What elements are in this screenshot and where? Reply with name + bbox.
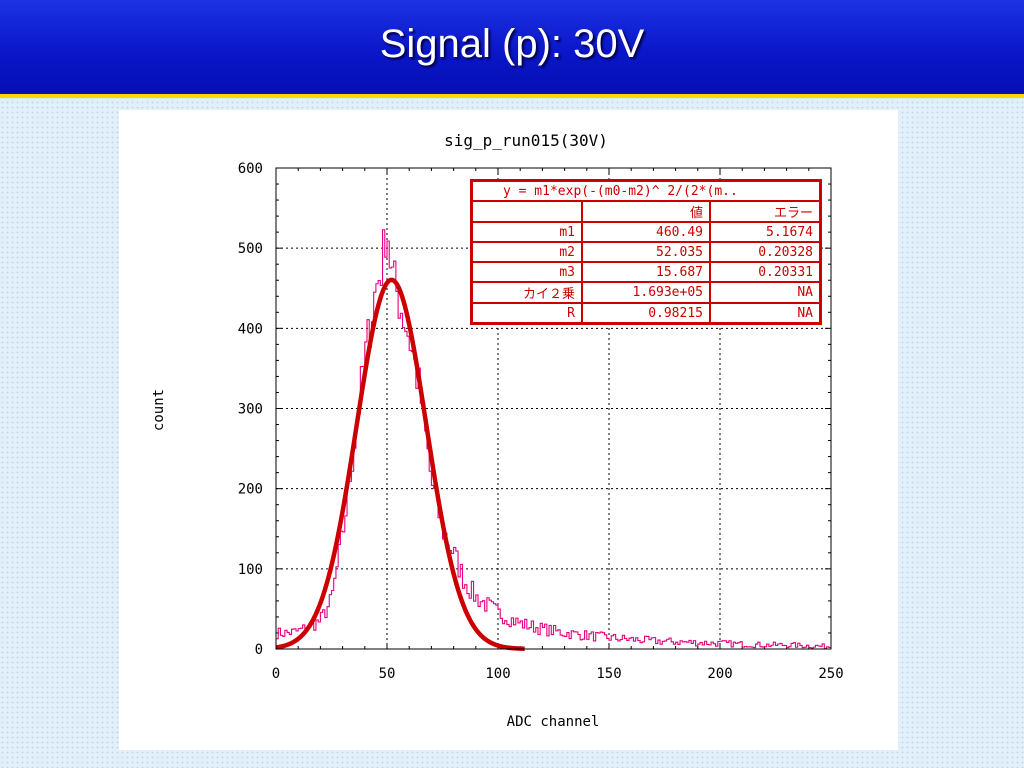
y-tick-label: 400 xyxy=(238,321,263,337)
chart-title: sig_p_run015(30V) xyxy=(444,131,608,150)
x-tick-label: 200 xyxy=(707,666,732,682)
header-blank xyxy=(470,200,583,223)
histogram-chart: sig_p_run015(30V) 0 50 100 150 200 250 0 100 200… xyxy=(151,131,844,730)
header-error: エラー xyxy=(709,200,822,223)
param-error: 0.20328 xyxy=(709,241,822,263)
fit-row-m1: m1 460.49 5.1674 xyxy=(470,221,822,243)
param-value: 460.49 xyxy=(581,221,711,243)
x-tick-label: 0 xyxy=(272,666,280,682)
param-error: NA xyxy=(709,281,822,304)
y-tick-label: 600 xyxy=(238,161,263,177)
gaussian-fit-curve xyxy=(274,277,526,651)
histogram-series xyxy=(276,229,831,649)
y-axis-label: count xyxy=(151,389,167,431)
x-tick-label: 150 xyxy=(596,666,621,682)
plot-frame xyxy=(275,167,832,650)
param-name: m3 xyxy=(470,261,583,283)
title-bar: Signal (p): 30V xyxy=(0,0,1024,94)
x-tick-label: 100 xyxy=(485,666,510,682)
param-name: m2 xyxy=(470,241,583,263)
chart-panel: sig_p_run015(30V) 0 50 100 150 200 250 0 100 200… xyxy=(119,110,898,750)
x-tick-label: 50 xyxy=(379,666,396,682)
param-value: 15.687 xyxy=(581,261,711,283)
y-tick-label: 200 xyxy=(238,482,263,498)
param-name: カイ２乗 xyxy=(470,281,583,304)
fit-row-m3: m3 15.687 0.20331 xyxy=(470,261,822,283)
param-name: m1 xyxy=(470,221,583,243)
param-value: 52.035 xyxy=(581,241,711,263)
slide-title: Signal (p): 30V xyxy=(379,22,645,66)
fit-header-row: 値 エラー xyxy=(470,200,822,223)
header-value: 値 xyxy=(581,200,711,223)
y-tick-label: 300 xyxy=(238,402,263,418)
fit-formula-row: y = m1*exp(-(m0-m2)^ 2/(2*(m.. xyxy=(470,179,822,202)
param-name: R xyxy=(470,302,583,325)
fit-row-r: R 0.98215 NA xyxy=(470,302,822,325)
y-tick-label: 0 xyxy=(255,642,263,658)
param-value: 1.693e+05 xyxy=(581,281,711,304)
fit-row-m2: m2 52.035 0.20328 xyxy=(470,241,822,263)
fit-formula: y = m1*exp(-(m0-m2)^ 2/(2*(m.. xyxy=(470,179,822,202)
x-tick-label: 250 xyxy=(818,666,843,682)
y-tick-label: 100 xyxy=(238,562,263,578)
fit-row-chi2: カイ２乗 1.693e+05 NA xyxy=(470,281,822,304)
fit-results-table: y = m1*exp(-(m0-m2)^ 2/(2*(m.. 値 エラー m1 … xyxy=(470,179,822,325)
param-error: 5.1674 xyxy=(709,221,822,243)
title-rule xyxy=(0,94,1024,98)
x-axis-label: ADC channel xyxy=(507,714,600,730)
fit-curve-layer xyxy=(274,277,526,651)
param-error: NA xyxy=(709,302,822,325)
y-tick-label: 500 xyxy=(238,241,263,257)
param-error: 0.20331 xyxy=(709,261,822,283)
param-value: 0.98215 xyxy=(581,302,711,325)
histogram-line xyxy=(276,229,831,649)
